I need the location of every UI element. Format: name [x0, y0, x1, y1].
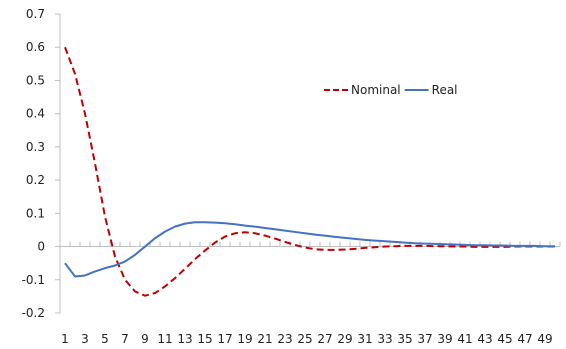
x-tick-label: 3 [81, 332, 89, 346]
series-line-real [64, 221, 555, 278]
x-tick-label: 27 [317, 332, 332, 346]
x-tick-label: 13 [177, 332, 192, 346]
x-tick-label: 19 [237, 332, 252, 346]
x-tick-label: 45 [497, 332, 512, 346]
x-tick-label: 35 [397, 332, 412, 346]
y-tick-label: 0.6 [26, 40, 45, 54]
y-tick-label: 0.7 [26, 7, 45, 21]
x-tick-label: 21 [257, 332, 272, 346]
x-tick-label: 17 [217, 332, 232, 346]
y-tick-label: 0.4 [26, 107, 45, 121]
x-tick-label: 43 [477, 332, 492, 346]
x-tick-label: 9 [141, 332, 149, 346]
y-tick-label: 0.3 [26, 140, 45, 154]
y-tick-label: 0.1 [26, 206, 45, 220]
x-tick-label: 39 [437, 332, 452, 346]
x-tick-label: 37 [417, 332, 432, 346]
y-tick-label: -0.1 [22, 273, 45, 287]
series-lines [64, 46, 555, 297]
x-tick-label: 1 [61, 332, 69, 346]
series-line-nominal [64, 46, 555, 297]
legend-label-nominal: Nominal [351, 83, 401, 97]
x-tick-label: 31 [357, 332, 372, 346]
x-tick-label: 5 [101, 332, 109, 346]
x-tick-label: 33 [377, 332, 392, 346]
legend-label-real: Real [432, 83, 458, 97]
x-tick-label: 49 [537, 332, 552, 346]
x-tick-label: 23 [277, 332, 292, 346]
y-tick-label: 0 [37, 240, 45, 254]
legend: Nominal Real [324, 83, 458, 97]
x-tick-label: 11 [157, 332, 172, 346]
x-tick-label: 47 [517, 332, 532, 346]
x-tick-label: 25 [297, 332, 312, 346]
x-tick-label: 15 [197, 332, 212, 346]
x-axis: 1 3 5 7 9 11 13 15 17 19 21 23 25 27 29 31 33 35 37 39 41 43 4… [59, 241, 561, 346]
x-tick-label: 7 [121, 332, 129, 346]
x-tick-label: 41 [457, 332, 472, 346]
y-tick-label: 0.2 [26, 173, 45, 187]
x-tick-label: 29 [337, 332, 352, 346]
y-axis: -0.2 -0.1 0 0.1 0.2 0.3 0.4 0.5 0.6 0.7 [22, 7, 61, 320]
y-tick-label: 0.5 [26, 73, 45, 87]
y-tick-label: -0.2 [22, 306, 45, 320]
